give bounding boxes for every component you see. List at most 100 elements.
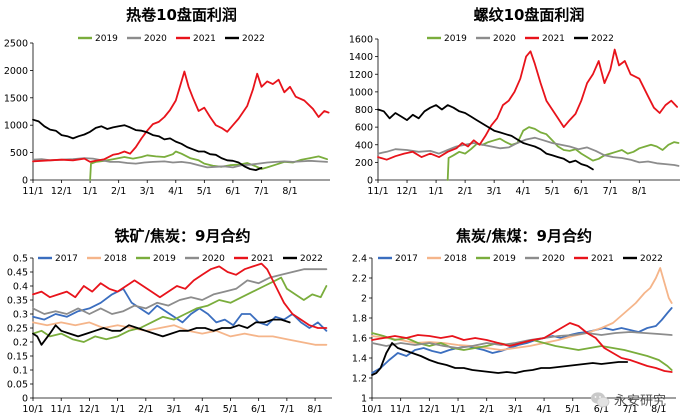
x-tick-label: 8/1 bbox=[632, 186, 647, 197]
y-tick-label: 0.35 bbox=[7, 296, 28, 307]
x-tick-label: 2/1 bbox=[457, 186, 472, 197]
y-tick-label: 1200 bbox=[349, 70, 373, 81]
legend-label-2017: 2017 bbox=[395, 254, 418, 264]
legend-label-2021: 2021 bbox=[193, 34, 216, 44]
series-line-2017 bbox=[32, 287, 328, 332]
x-tick-label: 5/1 bbox=[565, 404, 580, 415]
series-line-2021 bbox=[32, 70, 330, 163]
y-tick-label: 2000 bbox=[4, 66, 28, 77]
chart-title: 螺纹10盘面利润 bbox=[474, 6, 585, 24]
x-tick-label: 6/1 bbox=[251, 404, 266, 415]
x-tick-label: 8/1 bbox=[651, 404, 666, 415]
legend-label-2020: 2020 bbox=[542, 254, 565, 264]
series-line-2018 bbox=[32, 321, 328, 346]
chart-title: 铁矿/焦炭：9月合约 bbox=[115, 227, 251, 245]
chart-2: 螺纹10盘面利润 0 200 400 600 800 1000 1200 1400 1600 11/… bbox=[349, 6, 680, 197]
x-tick-label: 12/1 bbox=[79, 404, 100, 415]
y-tick-label: 1000 bbox=[349, 87, 373, 98]
series-line-2022 bbox=[32, 318, 291, 346]
x-tick-label: 8/1 bbox=[307, 404, 322, 415]
x-tick-label: 12/1 bbox=[396, 186, 417, 197]
x-tick-label: 5/1 bbox=[223, 404, 238, 415]
series-line-2020 bbox=[32, 157, 328, 169]
x-tick-label: 3/1 bbox=[140, 186, 155, 197]
x-tick-label: 6/1 bbox=[574, 186, 589, 197]
y-tick-label: 200 bbox=[355, 158, 373, 169]
x-tick-label: 10/1 bbox=[22, 404, 43, 415]
x-tick-label: 11/1 bbox=[51, 404, 72, 415]
y-tick-label: 0.3 bbox=[13, 310, 28, 321]
series-line-2020 bbox=[371, 331, 673, 349]
x-tick-label: 5/1 bbox=[197, 186, 212, 197]
y-tick-label: 0.45 bbox=[7, 268, 28, 279]
x-tick-label: 3/1 bbox=[508, 404, 523, 415]
y-tick-label: 0 bbox=[22, 176, 28, 187]
series-line-2019 bbox=[371, 332, 673, 371]
series-line-2019 bbox=[32, 276, 328, 343]
chart-1: 热卷10盘面利润 0 500 1000 1500 2000 2500 11/1 12/1 1/1 2… bbox=[4, 6, 330, 197]
x-tick-label: 12/1 bbox=[419, 404, 440, 415]
x-tick-label: 4/1 bbox=[516, 186, 531, 197]
series-line-2021 bbox=[377, 48, 678, 161]
y-tick-label: 1500 bbox=[4, 93, 28, 104]
y-tick-label: 1.4 bbox=[352, 354, 367, 365]
legend-label-2022: 2022 bbox=[591, 34, 614, 44]
series-line-2020 bbox=[377, 136, 680, 167]
chart-3: 铁矿/焦炭：9月合约 0 0.05 0.1 0.15 0.2 0.25 0.3 0.35 0.4 0… bbox=[7, 227, 332, 415]
legend-label-2019: 2019 bbox=[95, 34, 118, 44]
x-tick-label: 1/1 bbox=[110, 404, 125, 415]
x-tick-label: 2/1 bbox=[111, 186, 126, 197]
y-tick-label: 1000 bbox=[4, 121, 28, 132]
x-tick-label: 7/1 bbox=[279, 404, 294, 415]
legend-label-2018: 2018 bbox=[104, 254, 127, 264]
x-tick-label: 11/1 bbox=[390, 404, 411, 415]
y-tick-label: 0.2 bbox=[13, 338, 28, 349]
series-line-2020 bbox=[32, 268, 328, 315]
y-tick-label: 0.5 bbox=[13, 254, 28, 265]
x-tick-label: 4/1 bbox=[195, 404, 210, 415]
legend-label-2022: 2022 bbox=[242, 34, 265, 44]
y-tick-label: 1.8 bbox=[352, 314, 367, 325]
y-tick-label: 0.1 bbox=[13, 366, 28, 377]
x-tick-label: 10/1 bbox=[361, 404, 382, 415]
y-tick-label: 400 bbox=[355, 140, 373, 151]
series-line-2018 bbox=[371, 267, 673, 351]
chart-4: 焦炭/焦煤：9月合约 1 1.2 1.4 1.6 1.8 2 2.2 2.4 10/1 11/1 12… bbox=[352, 227, 676, 415]
series-line-2022 bbox=[371, 342, 629, 376]
y-tick-label: 2.4 bbox=[352, 254, 367, 265]
x-tick-label: 6/1 bbox=[594, 404, 609, 415]
y-tick-label: 1 bbox=[361, 394, 367, 405]
x-tick-label: 2/1 bbox=[138, 404, 153, 415]
watermark-text: 永安研究 bbox=[613, 394, 666, 409]
y-tick-label: 1.2 bbox=[352, 374, 367, 385]
legend-label-2020: 2020 bbox=[493, 34, 516, 44]
x-tick-label: 1/1 bbox=[82, 186, 97, 197]
series-line-2019 bbox=[89, 150, 328, 181]
legend-label-2021: 2021 bbox=[251, 254, 274, 264]
series-line-2021 bbox=[371, 322, 673, 373]
y-tick-label: 0 bbox=[22, 394, 28, 405]
x-tick-label: 4/1 bbox=[168, 186, 183, 197]
y-tick-label: 2500 bbox=[4, 39, 28, 50]
x-tick-label: 8/1 bbox=[282, 186, 297, 197]
legend-label-2019: 2019 bbox=[153, 254, 176, 264]
x-tick-label: 11/1 bbox=[22, 186, 43, 197]
legend-label-2020: 2020 bbox=[144, 34, 167, 44]
y-tick-label: 1600 bbox=[349, 35, 373, 46]
x-tick-label: 7/1 bbox=[603, 186, 618, 197]
x-tick-label: 5/1 bbox=[545, 186, 560, 197]
x-tick-label: 4/1 bbox=[536, 404, 551, 415]
legend-label-2022: 2022 bbox=[640, 254, 663, 264]
legend-label-2021: 2021 bbox=[542, 34, 565, 44]
series-line-2019 bbox=[446, 126, 680, 181]
x-tick-label: 2/1 bbox=[479, 404, 494, 415]
chart-title: 焦炭/焦煤：9月合约 bbox=[455, 227, 592, 245]
y-tick-label: 0 bbox=[367, 176, 373, 187]
y-tick-label: 1.6 bbox=[352, 334, 367, 345]
y-tick-label: 500 bbox=[10, 148, 28, 159]
legend-label-2020: 2020 bbox=[202, 254, 225, 264]
x-tick-label: 3/1 bbox=[166, 404, 181, 415]
y-tick-label: 0.25 bbox=[7, 324, 28, 335]
y-tick-label: 1400 bbox=[349, 52, 373, 63]
wechat-icon bbox=[590, 391, 610, 407]
